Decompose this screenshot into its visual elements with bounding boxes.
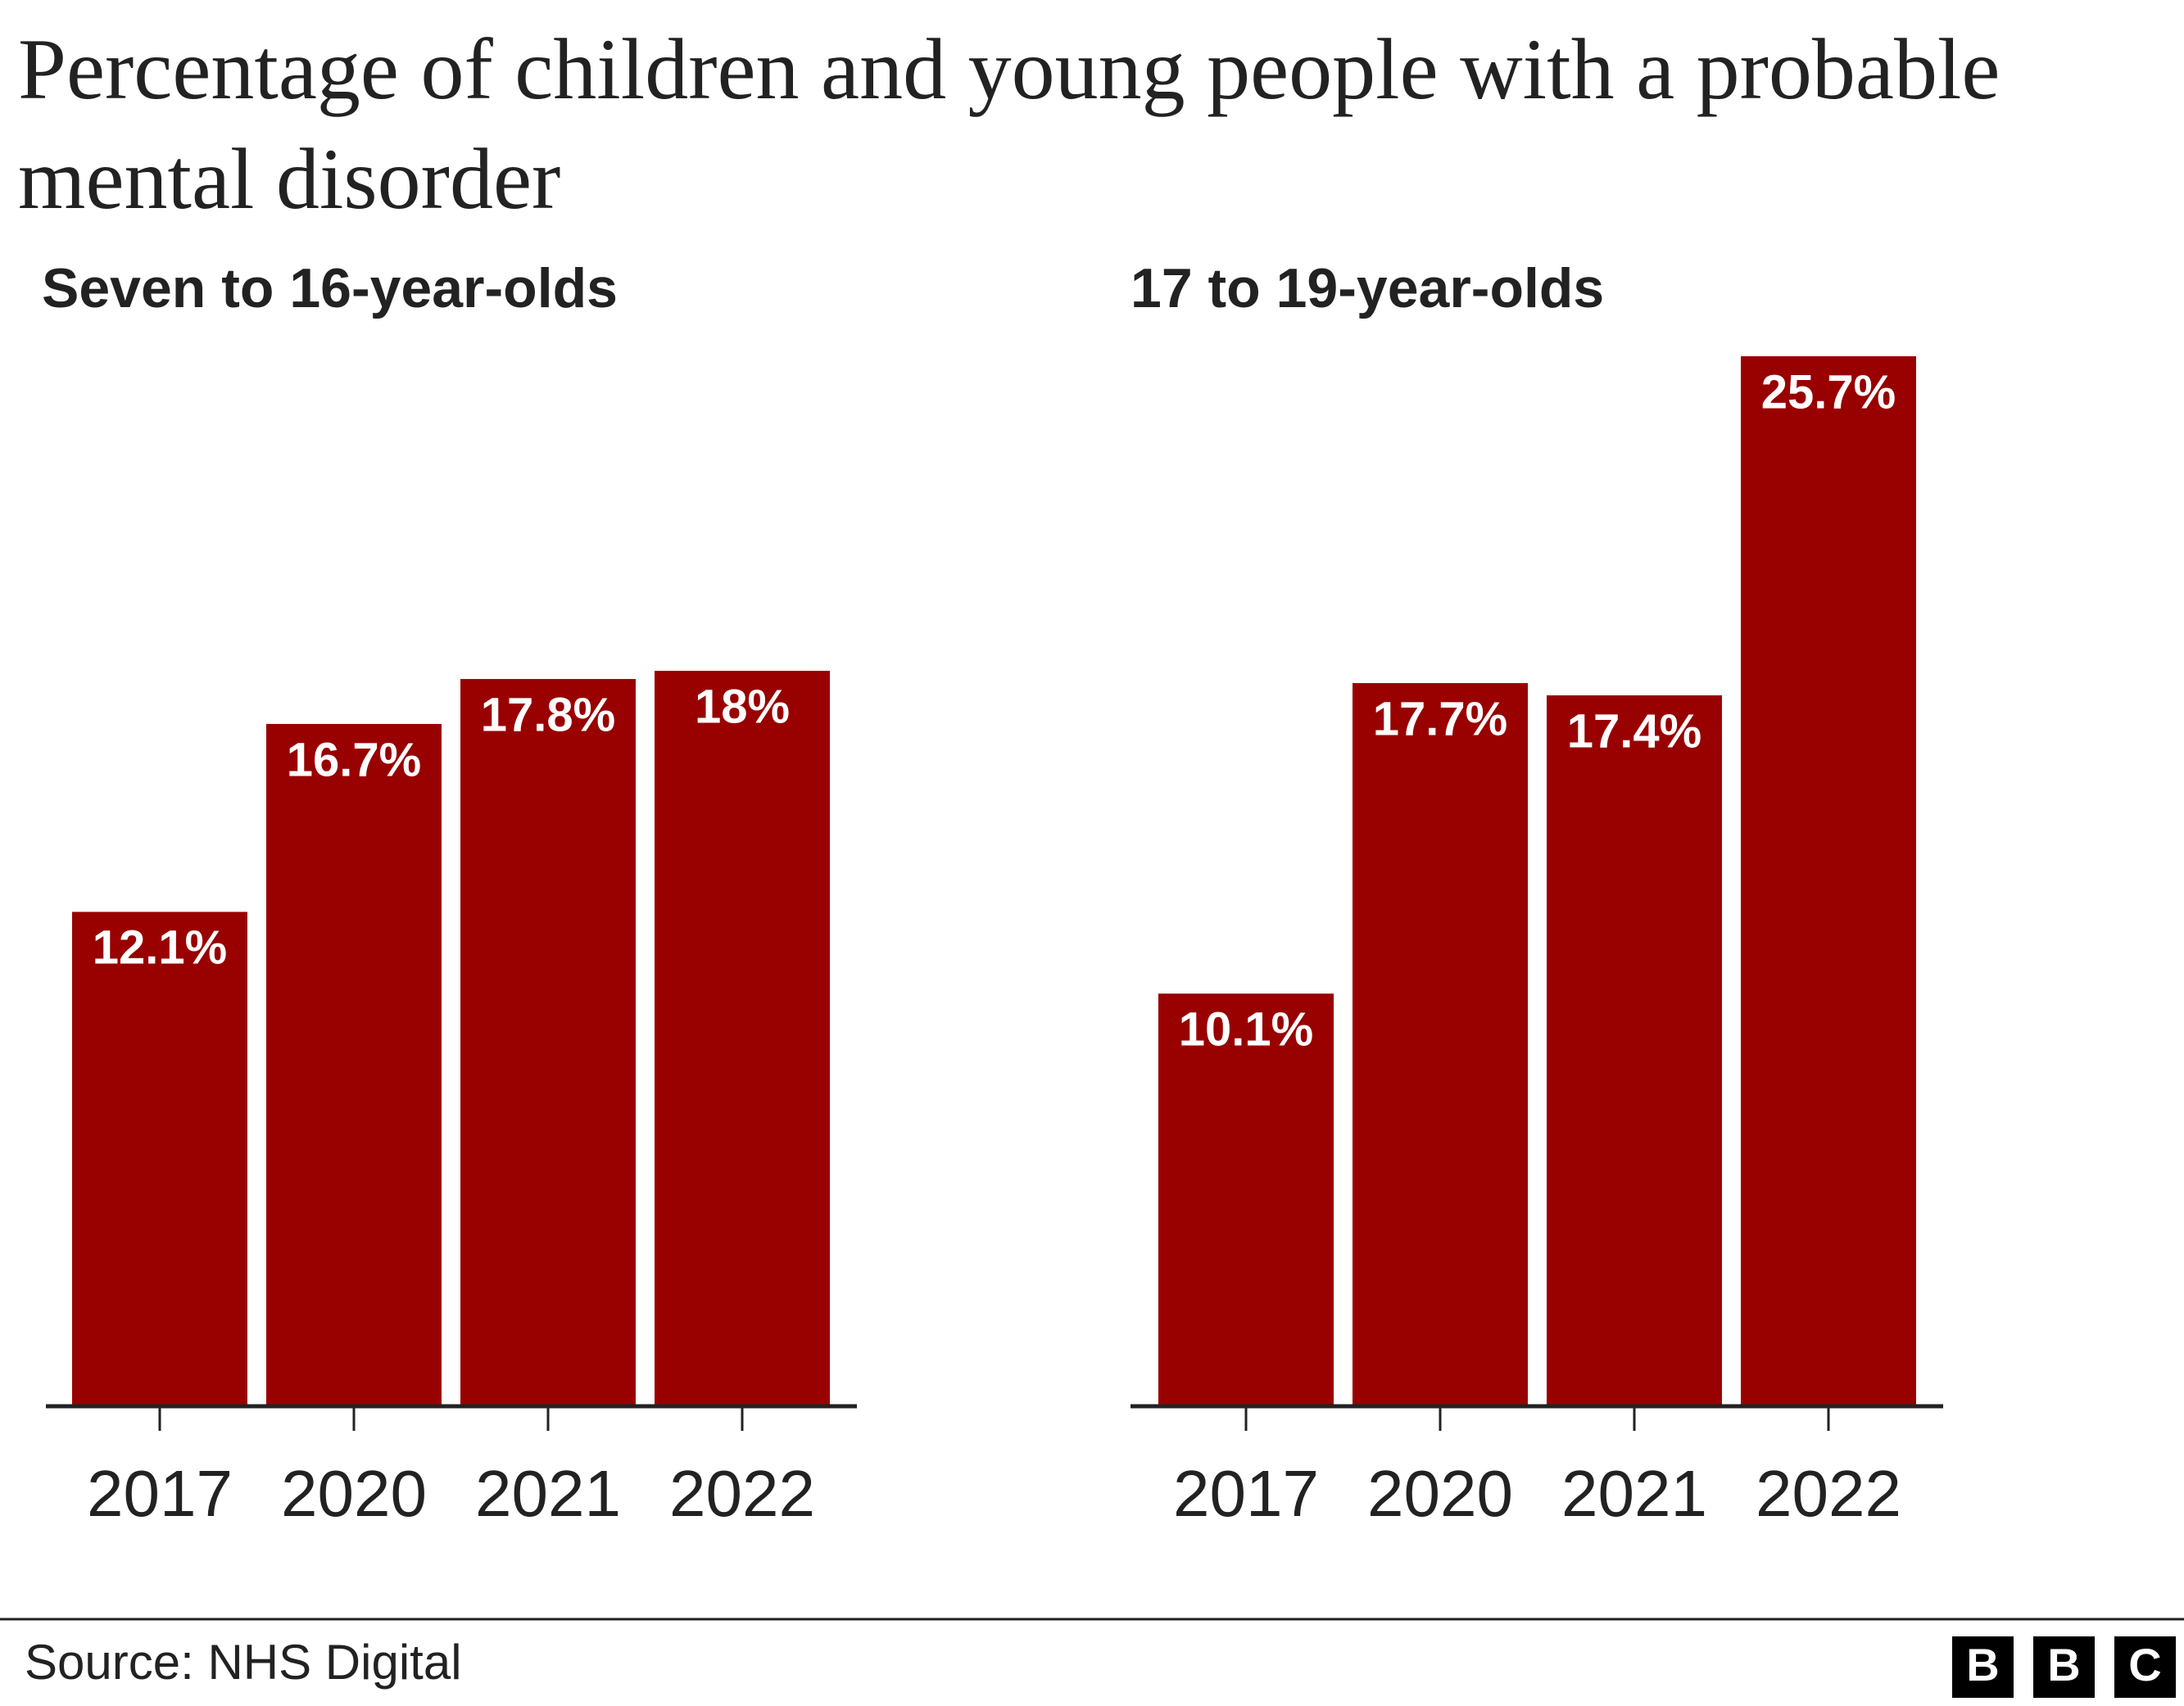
bar: [1158, 993, 1334, 1406]
bar: [1547, 695, 1722, 1406]
x-tick-label: 2017: [1173, 1457, 1319, 1530]
x-tick-label: 2021: [1561, 1457, 1707, 1530]
bar: [1353, 683, 1528, 1406]
x-tick-label: 2022: [669, 1457, 815, 1530]
subtitle: Seven to 16-year-olds: [42, 257, 618, 319]
value-label: 17.4%: [1567, 704, 1701, 758]
logo-letter: B: [1966, 1639, 1999, 1690]
x-tick-label: 2020: [281, 1457, 427, 1530]
logo-box: [1952, 1636, 2014, 1698]
logo-letter: C: [2128, 1639, 2161, 1690]
value-label: 17.8%: [481, 688, 615, 741]
logo-letter: B: [2047, 1639, 2080, 1690]
x-tick-label: 2021: [475, 1457, 621, 1530]
value-label: 17.7%: [1373, 692, 1507, 745]
bar: [72, 912, 247, 1406]
source: Source: NHS Digital: [25, 1635, 462, 1690]
x-tick-label: 2017: [87, 1457, 233, 1530]
x-tick-label: 2020: [1367, 1457, 1513, 1530]
value-label: 12.1%: [93, 921, 227, 975]
subtitle: 17 to 19-year-olds: [1131, 257, 1604, 319]
value-label: 10.1%: [1179, 1002, 1313, 1056]
value-label: 16.7%: [287, 733, 421, 786]
logo-box: [2033, 1636, 2095, 1698]
x-tick-label: 2022: [1756, 1457, 1901, 1530]
bar: [460, 679, 636, 1406]
bar: [266, 723, 442, 1406]
bar: [655, 671, 830, 1406]
logo-box: [2114, 1636, 2176, 1698]
title: Percentage of children and young people …: [18, 21, 2000, 227]
value-label: 18%: [695, 680, 790, 733]
value-label: 25.7%: [1761, 365, 1896, 419]
bar: [1741, 355, 1916, 1407]
